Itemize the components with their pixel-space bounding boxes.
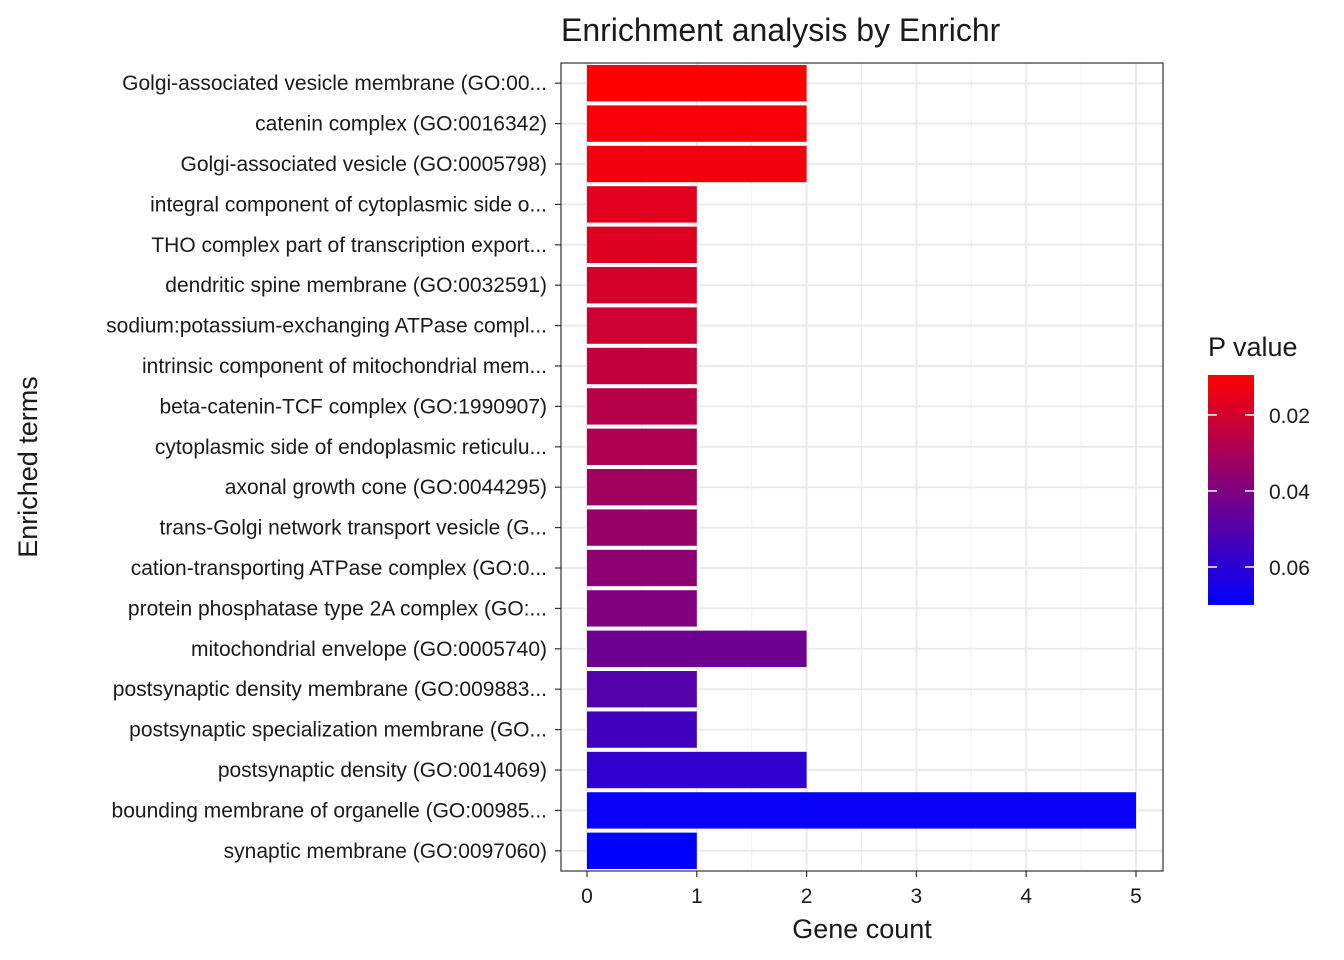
- legend-tick-label: 0.02: [1269, 405, 1310, 428]
- bar: [587, 105, 807, 142]
- legend-colorbar: [1208, 375, 1254, 605]
- p-value-legend: P value 0.02 0.04 0.06: [1208, 332, 1310, 605]
- y-tick-label: cytoplasmic side of endoplasmic reticulu…: [155, 436, 547, 459]
- legend-ticks: 0.02 0.04 0.06: [1208, 405, 1310, 580]
- y-tick-label: THO complex part of transcription export…: [151, 234, 547, 257]
- x-tick-label: 3: [911, 885, 923, 908]
- bars: [587, 65, 1136, 869]
- panel-border: [560, 62, 1164, 872]
- y-tick-label: synaptic membrane (GO:0097060): [224, 840, 547, 863]
- y-tick-label: protein phosphatase type 2A complex (GO:…: [128, 597, 547, 620]
- y-tick-label: dendritic spine membrane (GO:0032591): [165, 274, 547, 297]
- bar: [587, 549, 697, 587]
- plot-panel: [561, 63, 1163, 871]
- bar: [587, 388, 697, 425]
- bar: [587, 186, 697, 223]
- y-tick-label: mitochondrial envelope (GO:0005740): [191, 638, 547, 661]
- y-tick-label: cation-transporting ATPase complex (GO:0…: [131, 557, 547, 580]
- legend-title: P value: [1208, 332, 1298, 362]
- x-axis-title: Gene count: [792, 914, 932, 944]
- x-tick-label: 1: [691, 885, 703, 908]
- y-tick-label: trans-Golgi network transport vesicle (G…: [160, 517, 547, 540]
- bar: [587, 307, 697, 344]
- legend-tick-label: 0.06: [1269, 557, 1310, 580]
- y-tick-label: postsynaptic density membrane (GO:009883…: [113, 678, 547, 701]
- bar: [587, 590, 697, 627]
- y-tick-label: bounding membrane of organelle (GO:00985…: [112, 799, 547, 822]
- x-tick-label: 4: [1020, 885, 1032, 908]
- bar: [587, 428, 697, 465]
- bar: [587, 792, 1136, 829]
- bar: [587, 226, 697, 263]
- y-tick-label: postsynaptic density (GO:0014069): [218, 759, 547, 782]
- y-tick-label: axonal growth cone (GO:0044295): [225, 476, 547, 499]
- x-tick-label: 0: [581, 885, 593, 908]
- bar: [587, 711, 697, 748]
- bar: [587, 630, 807, 667]
- bar: [587, 267, 697, 304]
- legend-tick-label: 0.04: [1269, 481, 1310, 504]
- y-tick-label: postsynaptic specialization membrane (GO…: [129, 719, 547, 742]
- bar: [587, 832, 697, 869]
- x-axis: 0 1 2 3 4 5: [581, 871, 1142, 908]
- y-tick-label: Golgi-associated vesicle membrane (GO:00…: [122, 72, 547, 95]
- chart-title: Enrichment analysis by Enrichr: [561, 12, 1001, 48]
- bar: [587, 469, 697, 506]
- y-tick-label: Golgi-associated vesicle (GO:0005798): [180, 153, 547, 176]
- bar: [587, 509, 697, 546]
- y-tick-label: sodium:potassium-exchanging ATPase compl…: [106, 315, 547, 338]
- y-tick-label: integral component of cytoplasmic side o…: [150, 193, 547, 216]
- y-axis: Golgi-associated vesicle membrane (GO:00…: [106, 72, 561, 863]
- x-tick-label: 2: [801, 885, 813, 908]
- y-tick-label: intrinsic component of mitochondrial mem…: [142, 355, 547, 378]
- bar: [587, 145, 807, 183]
- y-tick-label: catenin complex (GO:0016342): [255, 113, 547, 136]
- bar: [587, 347, 697, 385]
- bar: [587, 751, 807, 789]
- y-tick-label: beta-catenin-TCF complex (GO:1990907): [159, 395, 547, 418]
- bar: [587, 65, 807, 102]
- y-axis-title: Enriched terms: [13, 376, 43, 558]
- bar: [587, 671, 697, 708]
- x-tick-label: 5: [1130, 885, 1142, 908]
